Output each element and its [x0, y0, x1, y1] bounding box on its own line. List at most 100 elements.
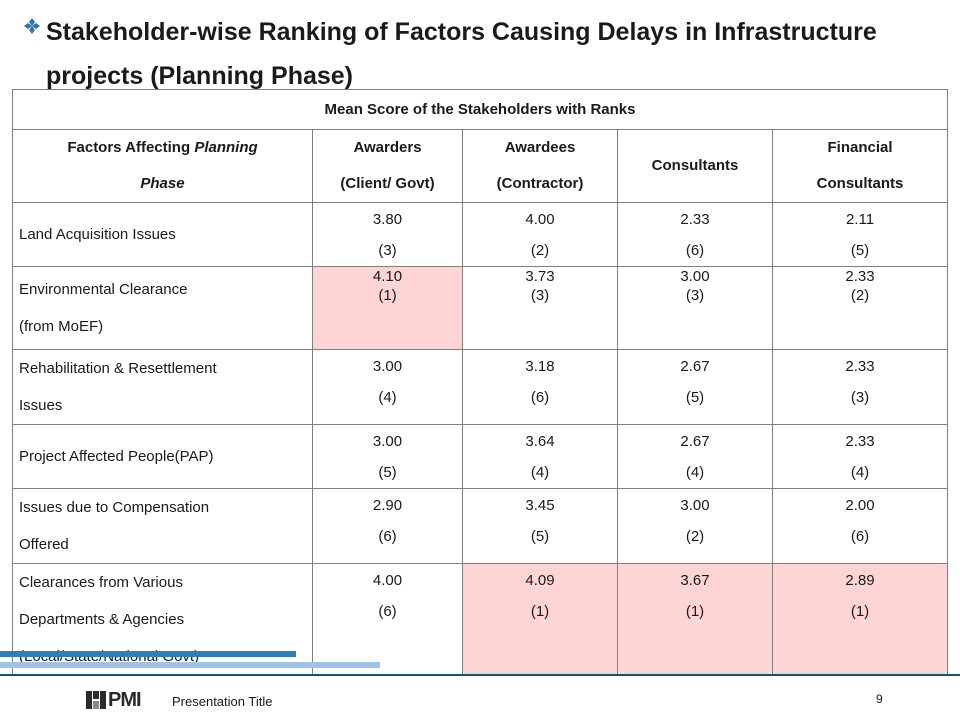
factor-line: Project Affected People(PAP) — [19, 448, 214, 465]
stakeholder-ranking-table: Mean Score of the Stakeholders with Rank… — [11, 89, 949, 676]
rank: (3) — [685, 287, 705, 304]
rank: (4) — [850, 464, 870, 481]
score-cell: 4.09 (1) — [462, 563, 618, 676]
factor-name: Project Affected People(PAP) — [12, 424, 313, 489]
score-cell: 3.00 (5) — [312, 424, 463, 489]
pmi-logo-icon: PMI — [86, 688, 142, 711]
rank: (2) — [685, 528, 705, 545]
factor-line: Issues due to Compensation — [19, 499, 210, 516]
table-row: Clearances from Various Departments & Age… — [12, 563, 949, 676]
header-factors: Factors Affecting Planning Phase — [12, 129, 313, 203]
factor-line: Rehabilitation & Resettlement — [19, 360, 217, 377]
score-cell: 3.64 (4) — [462, 424, 618, 489]
score-cell: 3.00 (2) — [617, 488, 773, 564]
score-cell: 3.18 (6) — [462, 349, 618, 425]
rank: (5) — [850, 242, 870, 259]
footer-stripe — [0, 662, 380, 668]
score-cell: 2.90 (6) — [312, 488, 463, 564]
rank: (4) — [530, 464, 550, 481]
score-cell: 2.33 (3) — [771, 349, 949, 425]
factor-line: Land Acquisition Issues — [19, 226, 176, 243]
factor-name: Rehabilitation & Resettlement Issues — [12, 349, 313, 425]
score-cell: 3.00 (3) — [617, 266, 773, 350]
rank: (3) — [530, 287, 550, 304]
rank: (5) — [378, 464, 397, 481]
table-row: Land Acquisition Issues 3.80 (3) 4.00 (2) 2.3… — [12, 202, 949, 267]
header-awarders: Awarders (Client/ Govt) — [312, 129, 463, 203]
factor-name: Environmental Clearance (from MoEF) — [12, 266, 313, 350]
rank: (3) — [850, 389, 870, 406]
rank: (1) — [850, 603, 870, 620]
rank: (2) — [530, 242, 550, 259]
mean-score: 2.33 — [845, 358, 875, 375]
mean-score: 3.64 — [525, 433, 555, 450]
factor-line: Environmental Clearance — [19, 281, 188, 298]
table-row: Project Affected People(PAP) 3.00 (5) 3.64 (… — [12, 424, 949, 489]
table-row: Issues due to Compensation Offered 2.90 (6)… — [12, 488, 949, 564]
rank: (1) — [685, 603, 705, 620]
rank: (5) — [530, 528, 550, 545]
rank: (4) — [378, 389, 397, 406]
score-cell: 2.33 (2) — [771, 266, 949, 350]
footer-stripe — [0, 651, 296, 657]
pmi-logo-text: PMI — [108, 688, 142, 711]
mean-score: 2.89 — [845, 572, 875, 589]
score-cell: 3.45 (5) — [462, 488, 618, 564]
score-cell: 2.89 (1) — [771, 563, 949, 676]
table-row: Rehabilitation & Resettlement Issues 3.00 (… — [12, 349, 949, 425]
footer-background — [0, 676, 960, 720]
rank: (5) — [685, 389, 705, 406]
factor-name: Clearances from Various Departments & Age… — [12, 563, 313, 676]
table-caption: Mean Score of the Stakeholders with Rank… — [11, 89, 949, 130]
mean-score: 4.00 — [372, 572, 403, 589]
score-cell: 2.00 (6) — [771, 488, 949, 564]
page-number: 9 — [876, 692, 883, 706]
score-cell: 4.00 (2) — [462, 202, 618, 267]
mean-score: 3.00 — [372, 433, 403, 450]
score-cell: 3.67 (1) — [617, 563, 773, 676]
mean-score: 4.10 — [372, 268, 403, 285]
mean-score: 2.33 — [845, 433, 875, 450]
table-row: Environmental Clearance (from MoEF) 4.10 (1… — [12, 266, 949, 350]
score-cell: 2.33 (6) — [617, 202, 773, 267]
score-cell: 3.80 (3) — [312, 202, 463, 267]
factor-line: Clearances from Various — [19, 574, 183, 591]
score-cell: 2.67 (5) — [617, 349, 773, 425]
mean-score: 2.33 — [680, 211, 710, 228]
mean-score: 3.45 — [525, 497, 555, 514]
rank: (2) — [850, 287, 870, 304]
rank: (6) — [850, 528, 870, 545]
factor-name: Issues due to Compensation Offered — [12, 488, 313, 564]
pmi-logo-mark-icon — [86, 691, 106, 709]
score-cell: 2.33 (4) — [771, 424, 949, 489]
mean-score: 3.67 — [680, 572, 710, 589]
mean-score: 4.09 — [525, 572, 555, 589]
score-cell: 4.00 (6) — [312, 563, 463, 676]
header-consultants: Consultants — [617, 129, 773, 203]
rank: (6) — [685, 242, 705, 259]
mean-score: 3.00 — [372, 358, 403, 375]
factor-name: Land Acquisition Issues — [12, 202, 313, 267]
slide-title: Stakeholder-wise Ranking of Factors Caus… — [46, 18, 877, 90]
rank: (1) — [378, 287, 397, 304]
mean-score: 2.00 — [845, 497, 875, 514]
score-cell: 4.10 (1) — [312, 266, 463, 350]
mean-score: 3.00 — [680, 497, 710, 514]
mean-score: 2.90 — [372, 497, 403, 514]
score-cell: 3.00 (4) — [312, 349, 463, 425]
mean-score: 3.00 — [680, 268, 710, 285]
presentation-title: Presentation Title — [172, 694, 273, 709]
header-awardees: Awardees (Contractor) — [462, 129, 618, 203]
mean-score: 2.11 — [845, 211, 875, 228]
factor-line: Issues — [19, 397, 63, 414]
factor-line: Departments & Agencies — [19, 611, 185, 628]
rank: (1) — [530, 603, 550, 620]
rank: (4) — [685, 464, 705, 481]
mean-score: 3.18 — [525, 358, 555, 375]
mean-score: 2.33 — [845, 268, 875, 285]
rank: (6) — [378, 603, 397, 620]
mean-score: 2.67 — [680, 358, 710, 375]
diamond-bullet-icon — [24, 18, 40, 34]
rank: (3) — [378, 242, 397, 259]
mean-score: 2.67 — [680, 433, 710, 450]
